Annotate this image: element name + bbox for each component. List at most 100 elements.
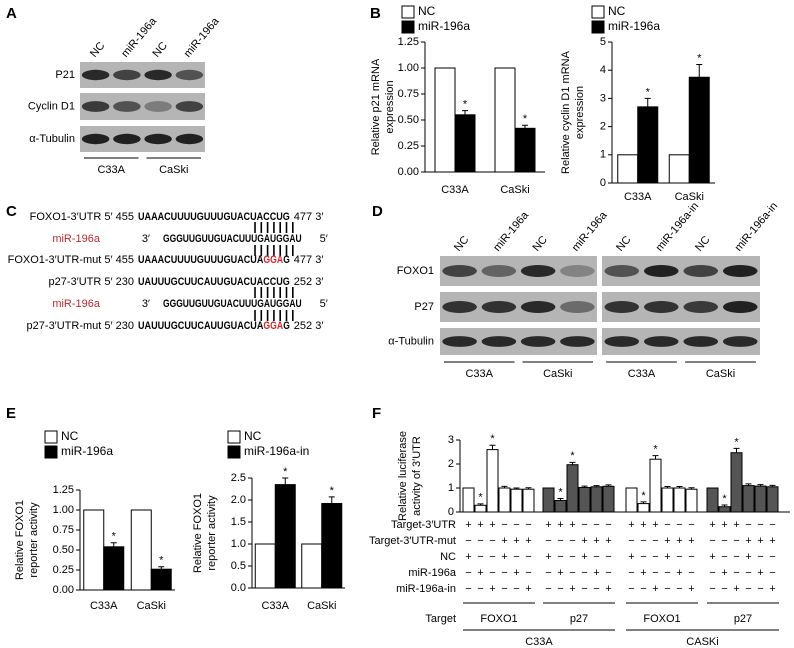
error-bar	[513, 487, 520, 490]
bar	[542, 487, 555, 513]
y-tick-label: 0.50	[398, 114, 419, 126]
condition-sign: −	[501, 567, 507, 579]
mirna-name: miR-196a	[52, 233, 101, 245]
condition-sign: +	[605, 583, 611, 595]
significance-marker: *	[330, 485, 335, 497]
y-tick-label: 1.25	[398, 36, 419, 48]
y-axis-label: expression	[574, 86, 586, 139]
y-tick-label: 3	[600, 92, 606, 104]
group-label: CaSki	[543, 368, 572, 380]
error-bar	[676, 486, 683, 488]
sequence: UAAACUUUUGUUUGUACUACCUG	[138, 211, 290, 223]
blot-band	[175, 69, 204, 81]
error-bar	[158, 566, 165, 570]
condition-sign: −	[501, 583, 507, 595]
blot-band	[643, 301, 679, 313]
y-axis-label: Relative cyclin D1 mRNA	[560, 50, 572, 174]
condition-sign: −	[525, 519, 531, 531]
sequence: UAUUUGCUUCAUUGUACUA	[138, 320, 263, 332]
y-tick-label: 1.00	[398, 62, 419, 74]
blot-band	[560, 336, 595, 347]
error-bar	[477, 503, 484, 506]
seq-end: 477 3′	[294, 211, 324, 223]
bar	[668, 154, 690, 184]
y-tick-label: 3	[448, 434, 454, 446]
condition-sign: −	[745, 519, 751, 531]
condition-sign: +	[640, 519, 646, 531]
condition-sign: +	[721, 567, 727, 579]
y-tick-label: 0.00	[398, 166, 419, 178]
condition-sign: −	[513, 519, 519, 531]
error-bar	[745, 483, 752, 486]
blot-band	[175, 101, 204, 112]
error-bar	[581, 485, 588, 488]
error-bar	[489, 444, 496, 450]
y-tick-label: 2.5	[231, 472, 246, 484]
condition-sign: −	[465, 567, 471, 579]
condition-sign: −	[581, 583, 587, 595]
condition-sign: +	[676, 535, 682, 547]
error-bar	[569, 461, 576, 465]
condition-sign: −	[676, 551, 682, 563]
significance-marker: *	[570, 450, 575, 462]
condition-sign: +	[477, 567, 483, 579]
bar	[617, 154, 639, 184]
bar	[83, 509, 105, 591]
y-axis-label: reporter activity	[206, 495, 218, 571]
significance-marker: *	[734, 436, 739, 448]
sequence: UAAACUUUUGUUUGUACUA	[138, 254, 263, 266]
condition-sign: +	[513, 535, 519, 547]
error-bar	[328, 496, 335, 504]
blot-band	[722, 301, 758, 313]
condition-sign: −	[628, 583, 634, 595]
legend-swatch	[227, 430, 241, 444]
condition-sign: +	[477, 519, 483, 531]
sequence: G	[283, 320, 290, 332]
bar	[578, 487, 591, 513]
blot-row-label: α-Tubulin	[388, 335, 434, 347]
blot-band	[520, 265, 556, 277]
significance-marker: *	[490, 433, 495, 445]
significance-marker: *	[722, 493, 727, 505]
blot-band	[520, 301, 556, 313]
bar	[673, 487, 686, 513]
condition-sign: +	[525, 583, 531, 595]
y-tick-label: 0.75	[53, 524, 74, 536]
y-tick-label: 0.50	[53, 544, 74, 556]
blot-band	[81, 69, 110, 81]
y-tick-label: 0.75	[398, 88, 419, 100]
condition-sign: −	[581, 519, 587, 531]
significance-marker: *	[112, 531, 117, 543]
x-tick-label: CaSki	[137, 600, 166, 612]
condition-sign: −	[745, 583, 751, 595]
error-bar	[696, 64, 703, 78]
condition-sign: +	[593, 567, 599, 579]
condition-sign: +	[688, 535, 694, 547]
condition-sign: −	[501, 519, 507, 531]
seq-prefix: FOXO1-3′UTR-mut 5′ 455	[8, 254, 134, 266]
blot-band	[481, 301, 517, 313]
bar	[498, 487, 511, 513]
condition-sign: +	[721, 519, 727, 531]
bar	[685, 488, 698, 513]
error-bar	[640, 501, 647, 504]
condition-sign: −	[709, 583, 715, 595]
condition-sign: −	[640, 551, 646, 563]
bar	[514, 127, 536, 173]
group-label: C33A	[628, 368, 656, 380]
y-tick-label: 1	[600, 149, 606, 161]
condition-sign: −	[489, 535, 495, 547]
bar	[637, 503, 650, 513]
y-tick-label: 0.25	[53, 564, 74, 576]
condition-sign: +	[557, 567, 563, 579]
legend-label: miR-196a	[418, 19, 470, 33]
condition-sign: −	[557, 583, 563, 595]
bar	[486, 449, 499, 513]
seq-prefix: p27-3′UTR-mut 5′ 230	[27, 320, 134, 332]
blot-band	[643, 336, 679, 347]
bar	[625, 487, 638, 513]
blot-row-label: FOXO1	[397, 265, 434, 277]
lane-label: NC	[150, 40, 169, 60]
x-tick-label: CaSki	[500, 184, 529, 196]
error-bar	[769, 484, 776, 487]
